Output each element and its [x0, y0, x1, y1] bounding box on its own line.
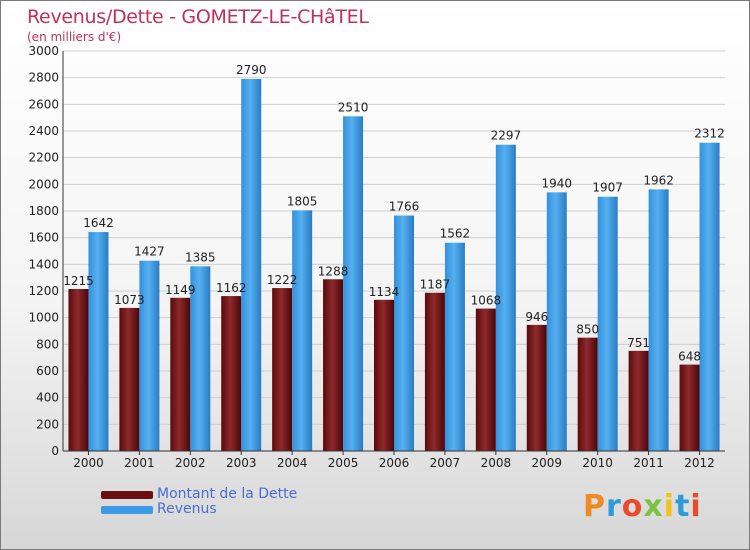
data-label-revenue: 2312	[694, 127, 725, 141]
logo-letter: i	[663, 489, 676, 524]
bar-revenue	[648, 189, 669, 451]
y-tick-label: 1200	[28, 284, 59, 298]
data-label-revenue: 1805	[287, 194, 318, 208]
logo-letter: t	[675, 489, 691, 524]
data-label-debt: 1187	[420, 278, 451, 292]
data-label-debt: 1073	[114, 293, 145, 307]
y-tick-label: 2400	[28, 124, 59, 138]
bar-revenue	[394, 215, 414, 451]
y-tick-label: 400	[36, 391, 59, 405]
bar-revenue	[343, 116, 364, 451]
bar-debt	[424, 292, 445, 451]
legend-label-revenue: Revenus	[157, 501, 217, 517]
bar-debt	[221, 296, 242, 451]
y-tick-label: 1600	[28, 231, 59, 245]
bar-debt	[323, 279, 344, 451]
legend-swatch-debt	[101, 491, 153, 499]
y-tick-label: 2200	[28, 151, 59, 165]
data-label-debt: 1288	[318, 264, 349, 278]
data-label-debt: 751	[627, 336, 650, 350]
bar-revenue	[546, 192, 567, 452]
y-tick-label: 800	[36, 337, 59, 351]
data-label-revenue: 1907	[592, 181, 623, 195]
logo-letter: o	[621, 489, 644, 524]
y-tick-label: 200	[36, 417, 59, 431]
y-tick-label: 1000	[28, 311, 59, 325]
y-tick-label: 2000	[28, 177, 59, 191]
x-tick-label: 2010	[582, 456, 613, 470]
x-tick-label: 2012	[684, 456, 715, 470]
bar-revenue	[139, 260, 160, 451]
bar-revenue	[190, 266, 211, 451]
x-tick-label: 2002	[175, 456, 206, 470]
y-tick-label: 3000	[28, 44, 59, 58]
data-label-debt: 1134	[369, 285, 400, 299]
x-tick-label: 2000	[73, 456, 104, 470]
bar-debt	[68, 289, 89, 451]
bar-debt	[374, 299, 394, 451]
data-label-debt: 1222	[267, 273, 298, 287]
x-tick-label: 2001	[124, 456, 155, 470]
x-tick-label: 2004	[277, 456, 308, 470]
y-tick-label: 0	[51, 444, 59, 458]
x-tick-label: 2007	[430, 456, 461, 470]
y-tick-label: 1800	[28, 204, 59, 218]
data-label-revenue: 2510	[338, 100, 369, 114]
logo-letter: r	[606, 489, 622, 524]
x-tick-label: 2003	[226, 456, 257, 470]
data-label-debt: 850	[576, 323, 599, 337]
data-label-debt: 648	[678, 350, 701, 364]
bar-debt	[628, 350, 649, 451]
y-tick-label: 1400	[28, 257, 59, 271]
bar-debt	[170, 297, 191, 451]
x-tick-label: 2011	[633, 456, 664, 470]
data-label-revenue: 2790	[236, 63, 267, 77]
logo-letter: i	[690, 489, 702, 524]
data-label-revenue: 1427	[134, 245, 165, 259]
data-label-revenue: 1385	[185, 250, 216, 264]
data-label-debt: 1068	[471, 294, 502, 308]
bar-revenue	[699, 142, 720, 451]
y-tick-label: 2800	[28, 71, 59, 85]
data-label-debt: 1149	[165, 283, 196, 297]
bar-debt	[119, 307, 140, 451]
bar-revenue	[495, 144, 516, 451]
legend-label-debt: Montant de la Dette	[157, 486, 298, 502]
y-tick-label: 600	[36, 364, 59, 378]
x-tick-label: 2005	[328, 456, 359, 470]
bar-debt	[577, 337, 598, 451]
data-label-revenue: 1562	[440, 227, 471, 241]
bar-revenue	[241, 79, 262, 451]
x-tick-label: 2008	[481, 456, 512, 470]
data-label-revenue: 2297	[491, 129, 522, 143]
logo-letter: P	[583, 489, 606, 524]
y-tick-label: 2600	[28, 97, 59, 111]
proxiti-logo: Proxiti	[583, 489, 702, 524]
bar-debt	[475, 308, 496, 451]
chart-subtitle: (en milliers d'€)	[27, 30, 122, 44]
data-label-revenue: 1940	[541, 176, 572, 190]
bar-revenue	[444, 242, 465, 451]
bar-revenue	[88, 232, 109, 451]
x-tick-label: 2006	[379, 456, 410, 470]
bar-debt	[526, 324, 547, 451]
bar-debt	[679, 364, 700, 451]
data-label-revenue: 1642	[83, 216, 114, 230]
logo-letter: x	[643, 489, 664, 524]
legend-swatch-revenue	[101, 506, 153, 514]
data-label-revenue: 1766	[389, 200, 420, 214]
x-tick-label: 2009	[531, 456, 562, 470]
chart-title: Revenus/Dette - GOMETZ-LE-CHâTEL	[27, 6, 369, 28]
bar-debt	[272, 288, 293, 451]
bar-revenue	[292, 210, 313, 451]
data-label-revenue: 1962	[643, 173, 674, 187]
data-label-debt: 946	[525, 310, 548, 324]
data-label-debt: 1162	[216, 281, 247, 295]
bar-revenue	[597, 196, 618, 451]
data-label-debt: 1215	[63, 274, 94, 288]
